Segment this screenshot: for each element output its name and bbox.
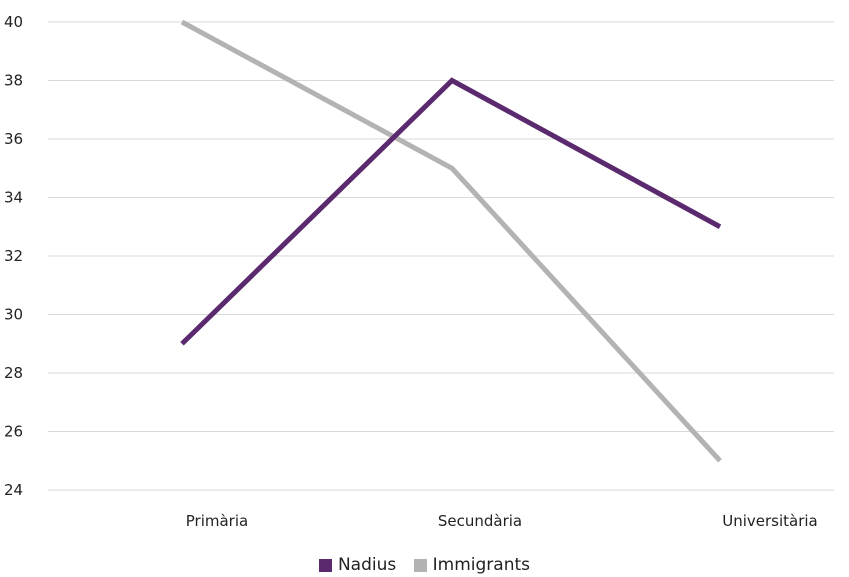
legend-label-nadius: Nadius — [337, 555, 397, 575]
legend: Nadius Immigrants — [0, 555, 849, 577]
y-tick-label: 28 — [4, 364, 23, 382]
x-tick-label: Secundària — [438, 512, 522, 530]
y-tick-label: 38 — [4, 72, 23, 90]
line-chart: 24 26 28 30 32 34 36 38 40 Primària Secundària Uni… — [4, 13, 834, 530]
legend-swatch-nadius — [318, 558, 332, 572]
series-line-nadius — [180, 77, 722, 346]
x-tick-label: Universitària — [722, 512, 818, 530]
y-tick-label: 26 — [4, 423, 23, 441]
series-line-immigrants — [180, 19, 722, 463]
x-axis-ticks: Primària Secundària Universitària — [186, 512, 818, 530]
y-tick-label: 34 — [4, 189, 23, 207]
legend-swatch-immigrants — [413, 558, 427, 572]
legend-item-nadius: Nadius — [318, 555, 397, 575]
legend-label-immigrants: Immigrants — [432, 555, 531, 575]
y-axis-ticks: 24 26 28 30 32 34 36 38 40 — [4, 13, 23, 499]
legend-item-immigrants: Immigrants — [413, 555, 531, 575]
grid-lines — [48, 21, 834, 491]
x-tick-label: Primària — [186, 512, 248, 530]
y-tick-label: 24 — [4, 481, 23, 499]
series-lines — [180, 19, 722, 463]
y-tick-label: 40 — [4, 13, 23, 31]
y-tick-label: 32 — [4, 247, 23, 265]
y-tick-label: 36 — [4, 130, 23, 148]
y-tick-label: 30 — [4, 306, 23, 324]
